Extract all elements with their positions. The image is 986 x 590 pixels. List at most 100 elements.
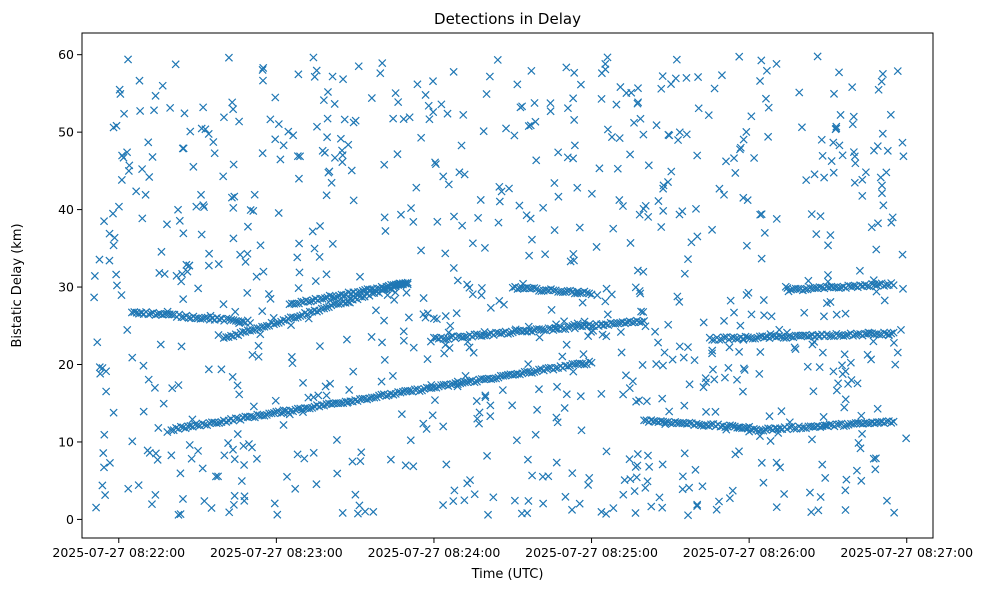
detection-point [660,348,669,357]
detection-point [295,268,304,277]
track-detection-point [551,363,560,372]
detection-point [423,309,432,318]
detection-point [271,93,280,102]
detection-point [494,218,503,227]
detection-point [735,347,744,356]
detection-point [469,348,478,357]
detection-point [807,435,817,444]
track-detection-point [820,421,829,430]
detection-point [628,377,637,386]
detection-point [619,490,628,499]
detection-point [158,81,167,90]
detection-point [180,109,189,118]
detection-point [354,62,363,71]
track-detection-point [849,419,858,428]
track-detection-point [499,371,508,380]
detection-point [553,418,562,427]
track-detection-point [764,424,773,433]
detection-point [144,375,153,384]
track-detection-point [207,418,216,427]
detection-point [217,365,226,374]
detection-point [475,408,484,417]
track-detection-point [334,299,343,308]
detection-point [804,276,813,285]
detection-point [225,508,234,517]
track-detection-point [272,407,281,416]
detection-point [230,491,239,500]
detection-point [227,193,236,202]
detection-point [376,69,385,78]
detection-point [493,55,502,64]
detection-point [183,267,192,276]
detection-point [515,201,524,210]
detection-point [482,90,491,99]
detection-point [524,360,533,369]
detection-point [304,393,313,402]
detection-point [439,501,448,510]
detection-point [550,226,559,235]
detection-point [220,451,229,460]
detection-point [644,212,653,221]
track-detection-point [848,282,858,291]
detection-point [389,114,398,123]
detection-point [757,56,766,65]
track-detection-point [759,426,768,435]
detection-point [199,103,208,112]
track-detection-point [200,420,209,429]
detection-point [394,98,403,107]
detection-point [342,335,351,344]
detection-point [597,389,606,398]
track-detection-point [508,283,517,292]
detection-point [486,401,495,410]
detection-point [406,436,415,445]
detection-point [757,254,766,263]
detection-point [100,217,109,226]
detection-point [211,472,220,481]
track-detection-point [606,318,615,327]
detection-point [240,460,249,470]
detection-point [479,127,488,136]
detection-point [578,298,587,307]
detection-point [702,378,711,387]
detection-point [772,59,781,68]
detection-point [508,401,517,410]
detection-point [214,331,223,340]
detection-point [772,214,781,223]
detection-point [123,148,132,157]
detection-point [633,450,642,459]
detection-point [679,353,688,362]
detection-point [563,153,572,162]
detection-point [601,297,610,306]
detection-point [355,272,365,281]
detection-point [179,229,188,238]
detection-point [477,291,486,300]
detection-point [249,206,258,215]
detection-point [474,213,483,222]
detection-point [367,332,376,341]
detection-point [230,455,239,464]
detection-point [683,255,693,264]
detection-point [229,234,238,243]
track-detection-point [453,332,462,341]
detection-point [693,500,702,509]
detection-point [818,151,827,160]
detection-point [597,94,606,103]
detection-point [626,150,635,159]
detection-point [728,486,737,495]
track-detection-point [692,419,701,428]
detection-point [176,469,185,478]
track-detection-point [501,371,510,380]
detection-point [273,510,282,519]
detection-point [472,397,481,406]
detection-point [821,473,830,482]
detection-point [338,158,347,167]
detection-point [691,204,701,213]
track-detection-point [429,333,438,342]
detection-point [569,154,578,163]
detection-point [512,436,521,445]
detection-point [807,210,816,219]
detection-point [886,110,895,119]
detection-point [667,167,676,176]
detection-point [570,141,579,150]
track-detection-point [410,385,419,394]
